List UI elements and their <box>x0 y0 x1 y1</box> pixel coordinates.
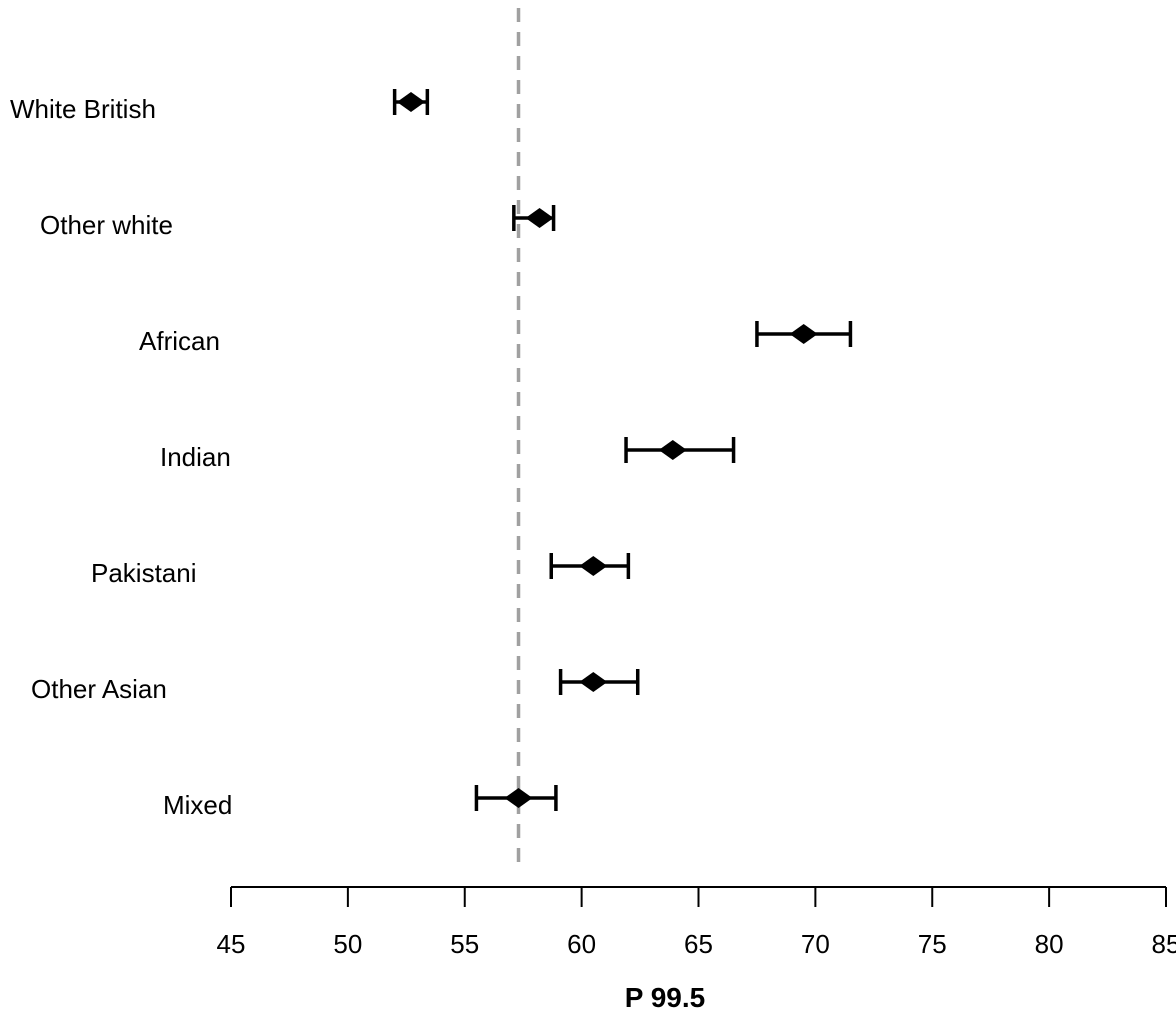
category-label: White British <box>10 94 156 124</box>
x-tick-label: 70 <box>801 929 830 959</box>
estimate-marker <box>396 92 425 112</box>
category-label: Mixed <box>163 790 232 820</box>
category-label: Indian <box>160 442 231 472</box>
x-tick-label: 65 <box>684 929 713 959</box>
x-axis-title: P 99.5 <box>625 982 705 1013</box>
category-label: Pakistani <box>91 558 197 588</box>
estimate-marker <box>525 208 554 228</box>
x-tick-label: 85 <box>1152 929 1176 959</box>
estimate-marker <box>579 672 608 692</box>
x-tick-label: 80 <box>1035 929 1064 959</box>
x-tick-label: 75 <box>918 929 947 959</box>
x-tick-label: 60 <box>567 929 596 959</box>
estimate-marker <box>504 788 533 808</box>
category-label: African <box>139 326 220 356</box>
estimate-marker <box>579 556 608 576</box>
category-label: Other white <box>40 210 173 240</box>
x-tick-label: 50 <box>333 929 362 959</box>
estimate-marker <box>789 324 818 344</box>
x-tick-label: 45 <box>217 929 246 959</box>
category-label: Other Asian <box>31 674 167 704</box>
x-tick-label: 55 <box>450 929 479 959</box>
estimate-marker <box>658 440 687 460</box>
